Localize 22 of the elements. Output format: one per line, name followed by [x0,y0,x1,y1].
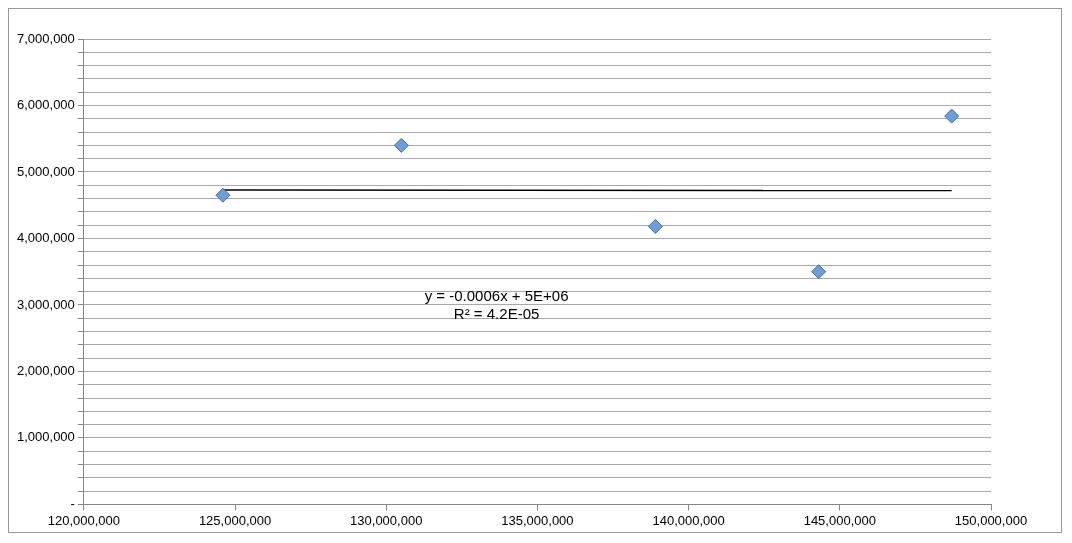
point [215,187,231,203]
annotation: y = -0.0006x + 5E+06 [424,287,569,305]
annotation: R² = 4.2E-05 [453,305,540,323]
x-tick-label: 135,000,000 [501,512,574,528]
x-tick-label: 150,000,000 [954,512,1028,528]
x-tick-label: 130,000,000 [350,512,423,528]
y-tick-label: 7,000,000 [16,30,75,46]
point [811,264,827,280]
y-tick-label: 2,000,000 [16,363,75,379]
point [944,108,960,124]
point [647,218,663,234]
y-tick-label: - [70,495,75,511]
y-tick-label: 5,000,000 [16,163,75,179]
y-tick-label: 4,000,000 [16,230,75,246]
x-tick-label: 120,000,000 [47,512,120,528]
point [393,137,409,153]
x-tick-label: 125,000,000 [198,512,272,528]
x-tick-label: 140,000,000 [652,512,725,528]
x-tick-label: 145,000,000 [803,512,876,528]
y-tick-label: 1,000,000 [16,429,75,445]
y-tick-label: 3,000,000 [16,296,75,312]
y-tick-label: 6,000,000 [16,97,75,113]
